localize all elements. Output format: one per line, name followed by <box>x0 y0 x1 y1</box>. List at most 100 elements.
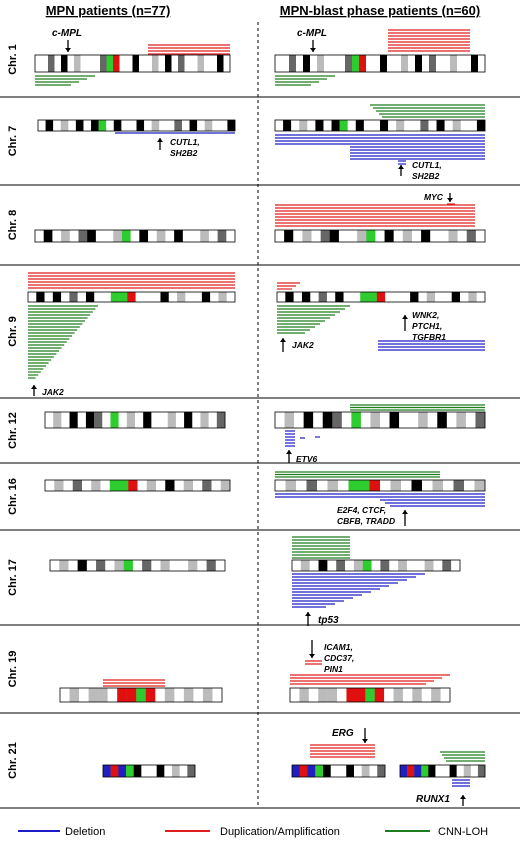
band <box>104 230 114 242</box>
band <box>86 560 97 571</box>
gene: CBFB, TRADD <box>337 516 395 526</box>
band <box>102 412 111 428</box>
band <box>223 55 231 72</box>
band <box>293 230 303 242</box>
gene: JAK2 <box>292 340 314 350</box>
band <box>393 292 402 302</box>
band <box>384 230 394 242</box>
band <box>113 120 122 131</box>
band <box>368 292 378 302</box>
band <box>338 765 347 777</box>
band <box>337 688 347 702</box>
band <box>165 230 175 242</box>
band <box>110 412 119 428</box>
band <box>69 688 80 702</box>
band <box>435 765 443 777</box>
band <box>144 120 152 131</box>
band <box>211 480 221 491</box>
band <box>110 292 120 302</box>
band <box>385 292 394 302</box>
band <box>285 480 297 491</box>
band <box>380 560 390 571</box>
band <box>453 480 465 491</box>
band <box>191 55 198 72</box>
gene: SH2B2 <box>412 171 440 181</box>
band <box>171 55 179 72</box>
band <box>126 765 134 777</box>
band <box>114 560 124 571</box>
arrow-head <box>402 510 408 514</box>
band <box>118 412 128 428</box>
band <box>184 412 193 428</box>
band <box>338 55 346 72</box>
band <box>352 55 360 72</box>
band <box>370 412 381 428</box>
band <box>446 412 457 428</box>
band <box>143 412 152 428</box>
chromosome <box>274 54 486 73</box>
band <box>317 55 325 72</box>
row-label: Chr. 16 <box>7 478 19 515</box>
band <box>366 55 374 72</box>
band <box>380 55 388 72</box>
legend-label: Duplication/Amplification <box>220 826 340 838</box>
band <box>347 120 356 131</box>
band <box>178 560 189 571</box>
band <box>435 292 444 302</box>
band <box>380 120 389 131</box>
band <box>415 55 423 72</box>
band <box>200 230 210 242</box>
band <box>402 230 413 242</box>
arrow-head <box>305 612 311 616</box>
band <box>216 412 226 428</box>
band <box>290 688 300 702</box>
band <box>437 412 448 428</box>
band <box>103 765 111 777</box>
band <box>460 120 470 131</box>
band <box>291 120 300 131</box>
band <box>307 120 316 131</box>
band <box>399 412 409 428</box>
band <box>109 480 120 491</box>
gene: CDC37, <box>324 653 354 663</box>
band <box>210 55 218 72</box>
band <box>119 292 128 302</box>
band <box>351 412 362 428</box>
band <box>282 55 290 72</box>
band <box>475 230 486 242</box>
band <box>172 765 180 777</box>
band <box>309 560 319 571</box>
band <box>292 765 300 777</box>
arrow-head <box>460 795 466 799</box>
band <box>156 480 166 491</box>
band <box>366 230 376 242</box>
band <box>152 292 161 302</box>
band <box>38 120 46 131</box>
band <box>96 560 106 571</box>
band <box>398 560 408 571</box>
band <box>87 55 94 72</box>
band <box>275 55 283 72</box>
gene: MYC <box>424 192 444 202</box>
band <box>421 230 431 242</box>
band <box>175 412 185 428</box>
band <box>277 292 286 302</box>
band <box>159 120 168 131</box>
arrow-head <box>310 48 316 52</box>
band <box>299 688 310 702</box>
band <box>351 292 361 302</box>
gene: TGFBR1 <box>412 332 446 342</box>
gene: ERG <box>332 728 354 739</box>
band <box>412 688 422 702</box>
band <box>292 560 302 571</box>
band <box>143 292 153 302</box>
band <box>98 120 107 131</box>
band <box>443 292 452 302</box>
band <box>294 412 304 428</box>
band <box>323 120 332 131</box>
band <box>206 560 216 571</box>
band <box>215 560 226 571</box>
band <box>396 120 405 131</box>
arrow-head <box>31 385 37 389</box>
band <box>418 292 427 302</box>
